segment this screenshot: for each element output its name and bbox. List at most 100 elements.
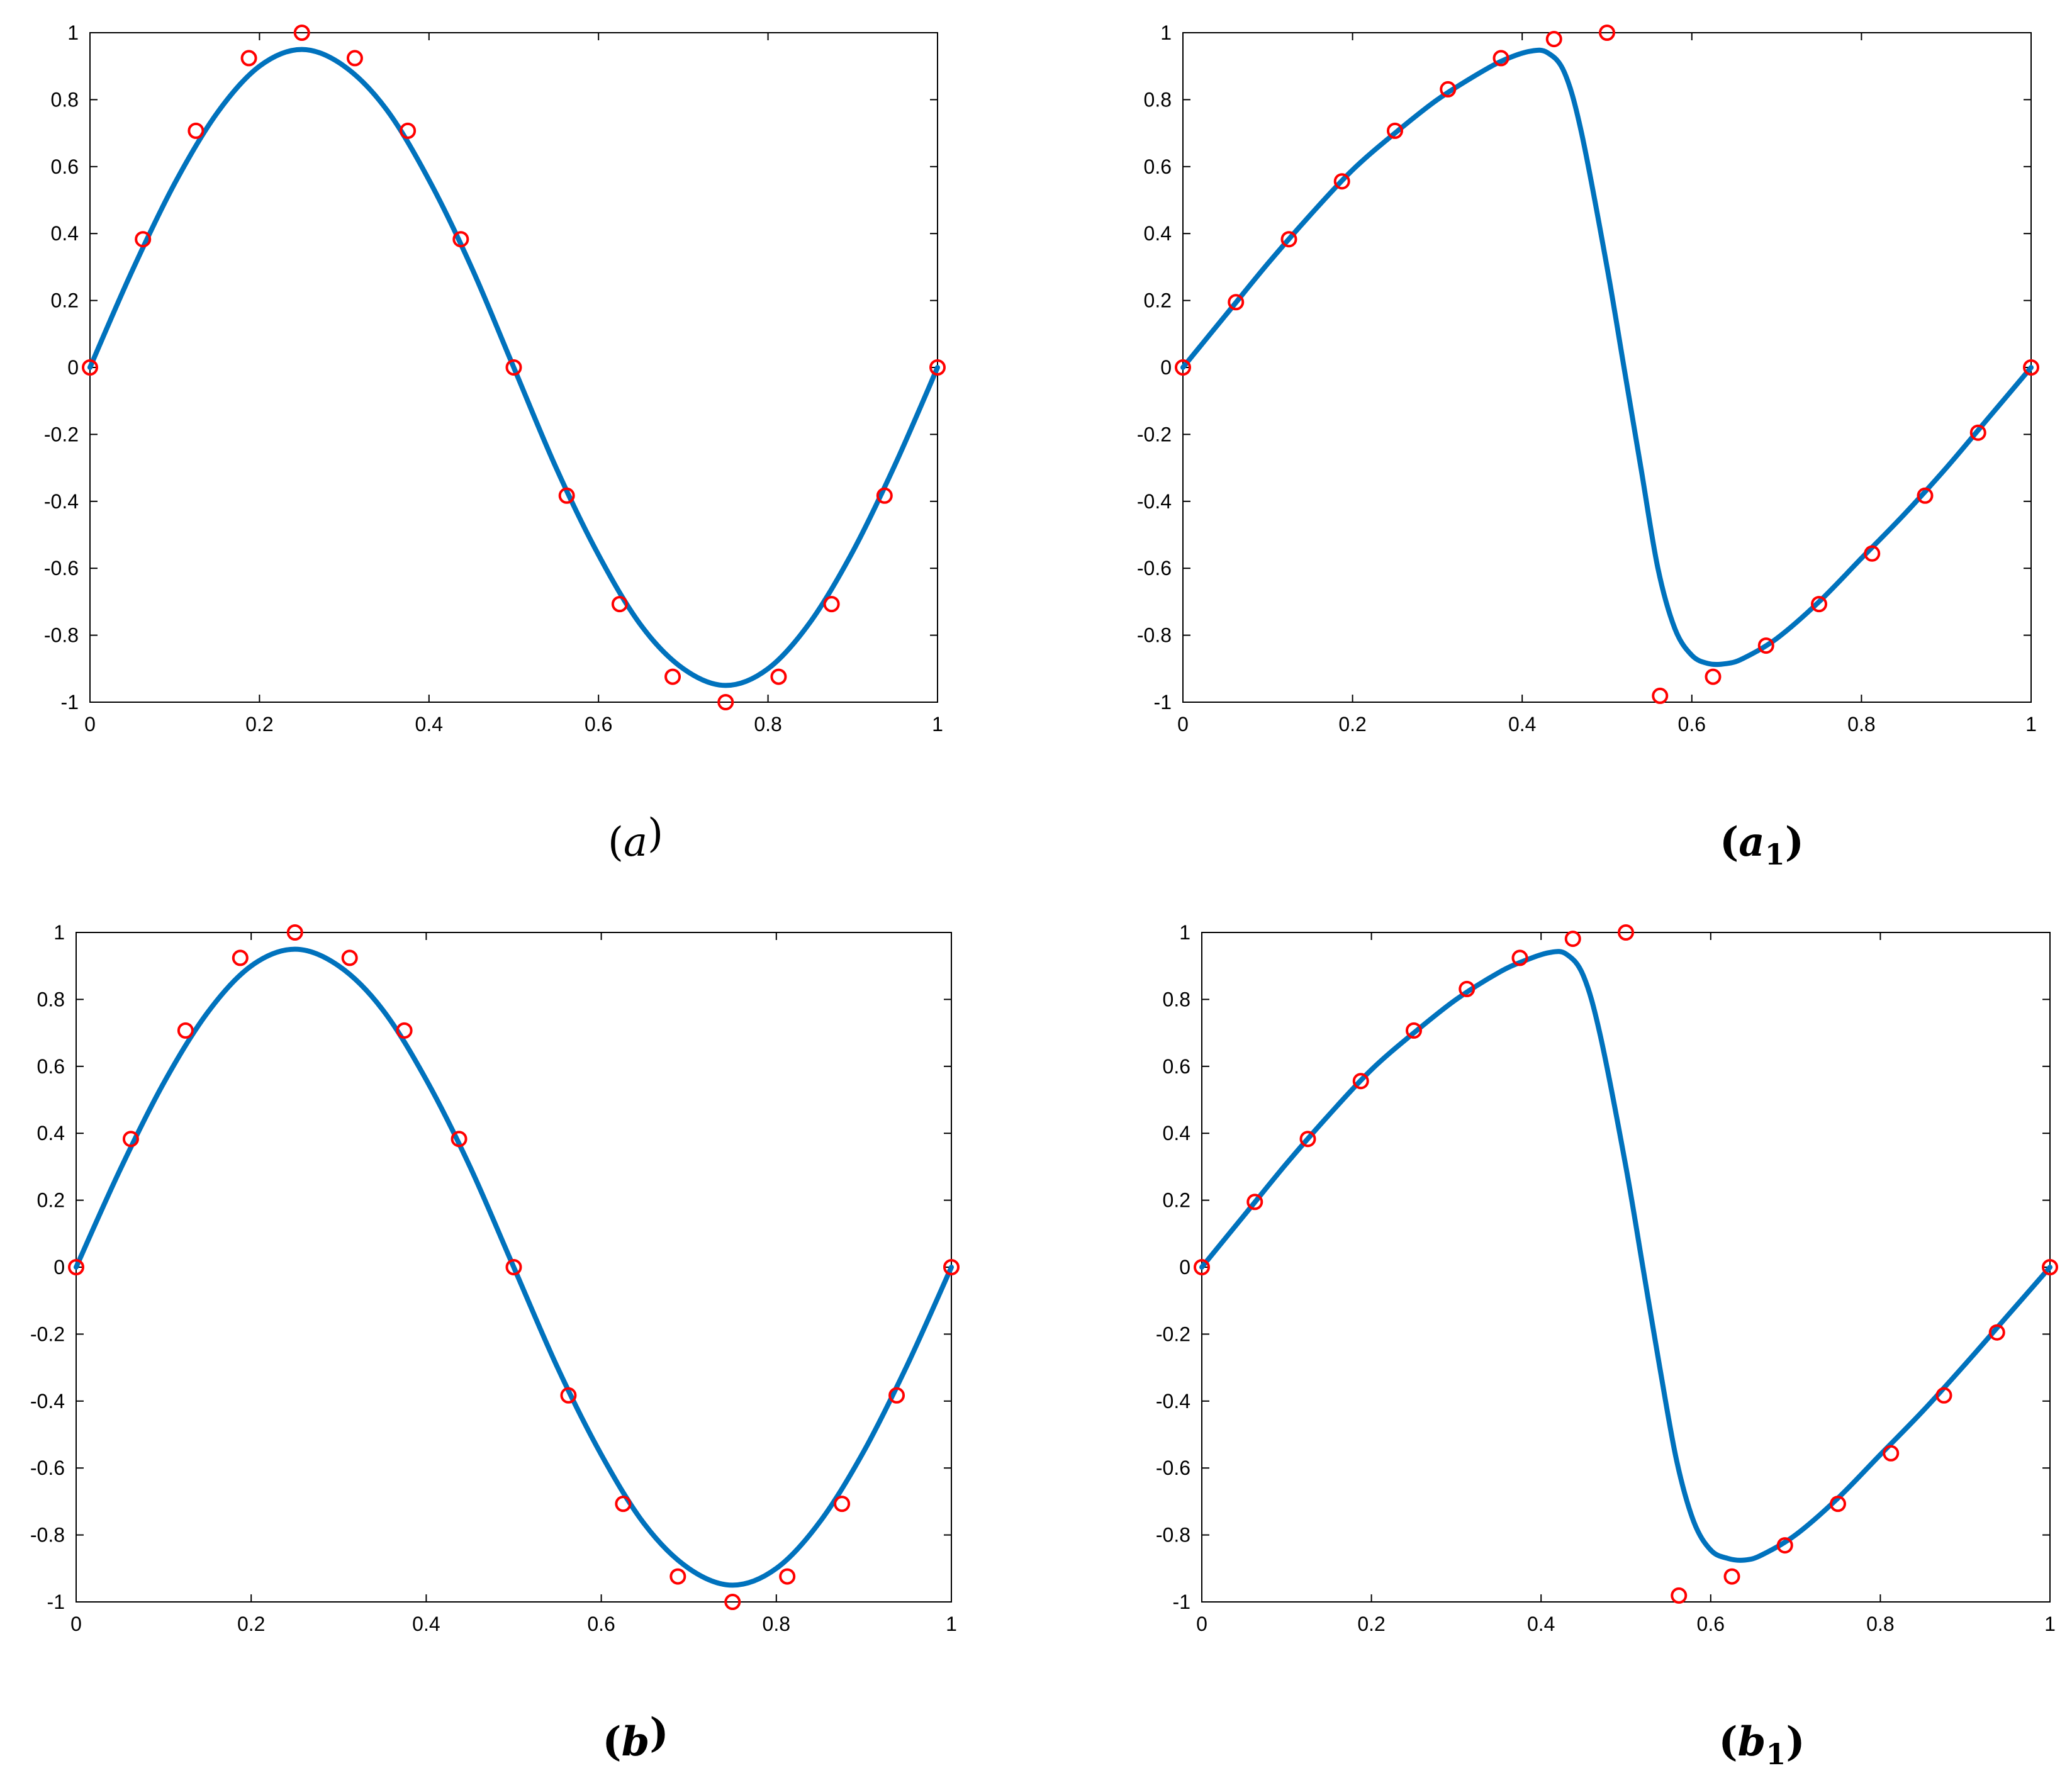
marker-a1-9	[1652, 687, 1669, 704]
y-tick-label-b1-9: 0.8	[1163, 988, 1190, 1010]
marker-a1-16	[2023, 359, 2039, 376]
y-tick-label-b-10: 1	[53, 921, 65, 944]
y-tick-label-a1-6: 0.2	[1144, 289, 1172, 312]
marker-a-11	[664, 668, 681, 685]
y-tick-label-a-7: 0.4	[51, 222, 79, 245]
marker-a1-14	[1917, 487, 1934, 504]
marker-a1-0	[1175, 359, 1191, 376]
caption-a-letter: a	[624, 819, 647, 866]
marker-a1-4	[1387, 122, 1403, 139]
marker-a-13	[770, 668, 787, 685]
plot-b: 0 0.2 0.4 0.6 0.8 1 -1 -0.8 -0.6 -0.4 -0.2 0 0.2 0.4 0…	[30, 921, 960, 1635]
y-tick-label-b-9: 0.8	[37, 988, 65, 1010]
marker-a1-10	[1705, 668, 1722, 685]
marker-a-4	[293, 25, 310, 41]
marker-b1-16	[2042, 1259, 2058, 1275]
x-tick-label-b-3: 0.6	[587, 1613, 615, 1635]
marker-a1-15	[1969, 424, 1986, 441]
plot-a1: 0 0.2 0.4 0.6 0.8 1 -1 -0.8 -0.6 -0.4 -0.2 0 0.2 0.4 0…	[1137, 21, 2039, 736]
marker-a1-3	[1333, 173, 1350, 190]
y-tick-label-b1-1: -0.8	[1156, 1524, 1190, 1547]
marker-b1-7	[1564, 931, 1581, 948]
panel-b: 0 0.2 0.4 0.6 0.8 1 -1 -0.8 -0.6 -0.4 -0.2 0 0.2 0.4 0…	[30, 921, 960, 1765]
marker-a-3	[240, 50, 257, 67]
y-tick-label-b1-7: 0.4	[1163, 1122, 1190, 1144]
y-tick-label-b1-6: 0.2	[1163, 1189, 1190, 1212]
marker-a-14	[823, 596, 840, 613]
x-tick-label-a-4: 0.8	[754, 713, 781, 736]
y-tick-label-a-0: -1	[61, 691, 79, 713]
marker-b1-13	[1883, 1445, 1900, 1462]
caption-a: (a)	[608, 810, 663, 866]
y-tick-label-a1-4: -0.2	[1137, 423, 1172, 445]
y-tick-label-a-5: 0	[67, 356, 79, 379]
marker-a-16	[929, 359, 946, 376]
series-line-a	[87, 47, 940, 688]
marker-a1-1	[1228, 294, 1245, 311]
x-tick-label-b1-4: 0.8	[1866, 1613, 1894, 1635]
panel-a: 0 0.2 0.4 0.6 0.8 1 -1 -0.8 -0.6 -0.4 -0.2 0 0.2 0.4 0…	[44, 21, 946, 866]
marker-a1-2	[1280, 231, 1297, 248]
marker-b1-6	[1511, 949, 1528, 966]
marker-b1-12	[1830, 1496, 1846, 1513]
y-tick-label-b1-0: -1	[1173, 1591, 1190, 1613]
marker-a1-6	[1492, 50, 1509, 67]
y-tick-label-b1-8: 0.6	[1163, 1055, 1190, 1078]
panel-a1: 0 0.2 0.4 0.6 0.8 1 -1 -0.8 -0.6 -0.4 -0.2 0 0.2 0.4 0…	[1137, 21, 2039, 871]
marker-b1-15	[1988, 1324, 2005, 1341]
marker-b1-4	[1406, 1022, 1422, 1039]
marker-b1-10	[1723, 1568, 1740, 1585]
y-tick-label-b1-3: -0.4	[1156, 1390, 1190, 1413]
y-tick-label-b-6: 0.2	[37, 1189, 65, 1212]
y-tick-label-a1-7: 0.4	[1144, 222, 1172, 245]
caption-b-letter: b	[622, 1718, 650, 1765]
caption-a1-letter: a	[1739, 819, 1764, 866]
y-tick-label-b1-5: 0	[1179, 1256, 1190, 1279]
caption-b1: (b1)	[1718, 1718, 1805, 1771]
y-tick-label-b-2: -0.6	[30, 1457, 65, 1479]
y-tick-label-a-4: -0.2	[44, 423, 79, 445]
x-tick-label-b1-5: 1	[2044, 1613, 2056, 1635]
marker-b1-5	[1459, 980, 1476, 997]
x-tick-label-b-5: 1	[946, 1613, 957, 1635]
y-tick-label-b-1: -0.8	[30, 1524, 65, 1547]
caption-b: (b)	[602, 1709, 668, 1765]
y-tick-label-b1-10: 1	[1179, 921, 1190, 944]
marker-b-3	[232, 949, 249, 966]
marker-b-0	[68, 1259, 84, 1275]
caption-a-close: )	[647, 810, 663, 857]
caption-a1-sub: 1	[1765, 837, 1785, 871]
x-tick-label-b1-0: 0	[1196, 1613, 1207, 1635]
plot-b1: 0 0.2 0.4 0.6 0.8 1 -1 -0.8 -0.6 -0.4 -0.2 0 0.2 0.4 0…	[1156, 921, 2058, 1635]
marker-b-6	[396, 1022, 413, 1039]
marker-a-12	[717, 694, 734, 710]
marker-b1-0	[1194, 1259, 1210, 1275]
panel-b1: 0 0.2 0.4 0.6 0.8 1 -1 -0.8 -0.6 -0.4 -0.2 0 0.2 0.4 0…	[1156, 921, 2058, 1771]
x-tick-label-a-3: 0.6	[585, 713, 612, 736]
marker-a-1	[135, 231, 152, 248]
series-line-a1	[1180, 47, 2034, 668]
x-tick-label-b-2: 0.4	[412, 1613, 440, 1635]
marker-b-14	[834, 1496, 851, 1513]
x-tick-label-a-2: 0.4	[415, 713, 443, 736]
y-tick-label-a-8: 0.6	[51, 155, 79, 178]
series-line-b1	[1199, 949, 2052, 1563]
marker-b1-8	[1618, 924, 1634, 941]
x-tick-label-a1-1: 0.2	[1338, 713, 1366, 736]
y-tick-label-b-4: -0.2	[30, 1323, 65, 1345]
marker-b1-11	[1776, 1537, 1793, 1554]
caption-b1-sub: 1	[1766, 1737, 1786, 1771]
caption-a1: (a1)	[1720, 819, 1804, 871]
x-tick-label-a-5: 1	[932, 713, 943, 736]
marker-b-8	[505, 1259, 522, 1275]
marker-a-15	[876, 487, 893, 504]
y-tick-label-a-3: -0.4	[44, 490, 79, 513]
marker-a1-13	[1864, 545, 1881, 562]
y-tick-label-a1-0: -1	[1154, 691, 1172, 713]
y-tick-label-b1-2: -0.6	[1156, 1457, 1190, 1479]
marker-b1-9	[1671, 1587, 1688, 1604]
y-tick-label-b1-4: -0.2	[1156, 1323, 1190, 1345]
y-tick-label-a-6: 0.2	[51, 289, 79, 312]
